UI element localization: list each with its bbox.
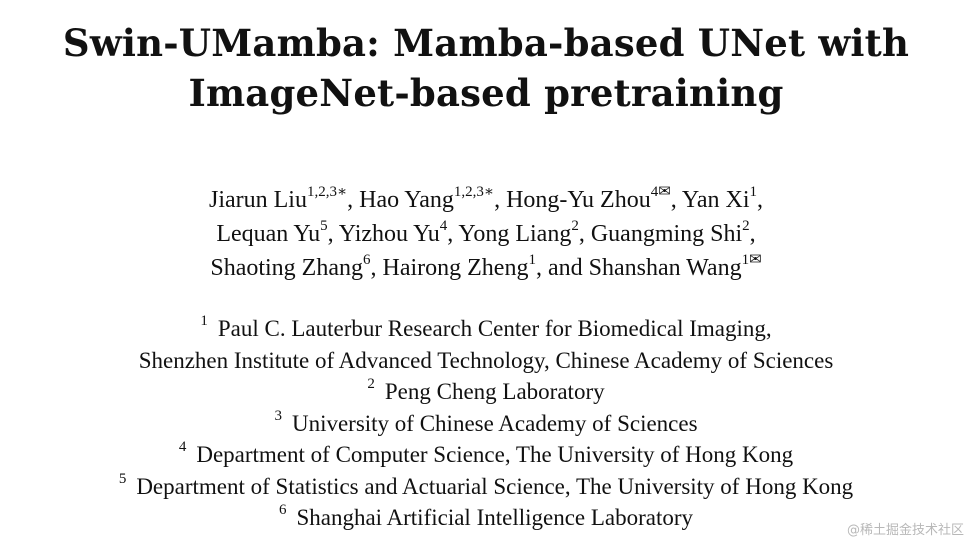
affiliation-text: Department of Statistics and Actuarial S… <box>136 473 854 499</box>
author: Hairong Zheng1, <box>382 252 548 282</box>
watermark: @稀土掘金技术社区 <box>846 523 964 538</box>
paper-title-line-2: ImageNet-based pretraining <box>188 71 784 115</box>
author-affiliation-marker: 4✉ <box>650 184 671 200</box>
author-separator: , <box>749 221 756 247</box>
author: Yan Xi1, <box>681 184 763 214</box>
author-affiliation-marker: 4 <box>439 218 448 234</box>
affiliation-text: Department of Computer Science, The Univ… <box>196 442 794 467</box>
paper-title-line-1: Swin-UMamba: Mamba-based UNet with <box>62 21 910 65</box>
author-affiliation-marker: 2 <box>742 218 750 234</box>
affiliation-number: 3 <box>274 407 282 424</box>
affiliation-number: 5 <box>118 470 127 487</box>
affiliation-line: Shenzhen Institute of Advanced Technolog… <box>0 345 972 377</box>
author-separator: , <box>535 255 548 281</box>
author-name: Yizhou Yu <box>338 221 440 247</box>
author-separator: , <box>757 187 763 213</box>
author: Hong-Yu Zhou4✉, <box>506 184 682 214</box>
affiliation-line: 5 Department of Statistics and Actuarial … <box>0 471 972 503</box>
affiliation-number: 2 <box>367 376 375 393</box>
author-name: Hong-Yu Zhou <box>506 187 651 213</box>
author-affiliation-marker: 2 <box>571 218 579 234</box>
affiliation-line: 4 Department of Computer Science, The Uni… <box>0 439 972 471</box>
author: Hao Yang1,2,3∗, <box>359 184 507 214</box>
author: Lequan Yu5, <box>216 218 339 248</box>
author: and Shanshan Wang1✉ <box>547 252 762 282</box>
author-affiliation-marker: 1✉ <box>741 252 762 268</box>
author-name: Shaoting Zhang <box>210 255 363 281</box>
affiliation-text: University of Chinese Academy of Science… <box>291 410 698 436</box>
author-separator: , <box>447 221 459 247</box>
author-affiliation-marker: 1,2,3∗ <box>306 184 348 200</box>
affiliation-line: 6 Shanghai Artificial Intelligence Labora… <box>0 502 972 534</box>
affiliation-number: 4 <box>178 439 187 456</box>
author: Jiarun Liu1,2,3∗, <box>208 184 360 214</box>
author-affiliation-marker: 1 <box>749 184 758 200</box>
affiliation-number: 6 <box>278 502 287 519</box>
affiliation-text: Peng Cheng Laboratory <box>384 379 605 404</box>
author-name: Hairong Zheng <box>382 255 529 281</box>
affiliation-number: 1 <box>200 313 208 330</box>
author-name: Lequan Yu <box>216 221 321 247</box>
affiliation-line: 1 Paul C. Lauterbur Research Center for B… <box>0 313 972 345</box>
author-affiliation-marker: 5 <box>320 218 328 234</box>
author-line: Lequan Yu5, Yizhou Yu4, Yong Liang2, Gua… <box>0 217 972 251</box>
author-separator: , <box>494 187 507 213</box>
author-affiliation-marker: 6 <box>363 252 371 268</box>
affiliation-list: 1 Paul C. Lauterbur Research Center for B… <box>0 313 972 534</box>
affiliation-text: Shenzhen Institute of Advanced Technolog… <box>138 347 834 373</box>
author-affiliation-marker: 1 <box>528 252 536 268</box>
affiliation-text: Paul C. Lauterbur Research Center for Bi… <box>217 316 772 341</box>
author-name: Hao Yang <box>359 187 454 213</box>
author-separator: , <box>670 187 682 213</box>
author-separator: , <box>347 187 360 213</box>
author-separator: , <box>370 255 383 281</box>
author-list: Jiarun Liu1,2,3∗, Hao Yang1,2,3∗, Hong-Y… <box>0 183 972 285</box>
affiliation-line: 3 University of Chinese Academy of Scienc… <box>0 408 972 440</box>
author-separator: , <box>578 221 591 247</box>
paper-title: Swin-UMamba: Mamba-based UNet with Image… <box>0 18 972 118</box>
author: Shaoting Zhang6, <box>210 252 383 282</box>
author: Yizhou Yu4, <box>338 218 459 248</box>
author-separator: , <box>327 221 339 247</box>
author: Guangming Shi2, <box>590 218 756 248</box>
affiliation-line: 2 Peng Cheng Laboratory <box>0 376 972 408</box>
author-line: Jiarun Liu1,2,3∗, Hao Yang1,2,3∗, Hong-Y… <box>0 183 972 217</box>
author-name: Yong Liang <box>458 221 572 247</box>
author-name: Yan Xi <box>681 187 750 213</box>
author-name: Jiarun Liu <box>208 187 307 213</box>
author-line: Shaoting Zhang6, Hairong Zheng1, and Sha… <box>0 251 972 285</box>
author-name: and Shanshan Wang <box>547 255 742 281</box>
affiliation-text: Shanghai Artificial Intelligence Laborat… <box>296 505 694 530</box>
author-name: Guangming Shi <box>590 221 743 247</box>
author-affiliation-marker: 1,2,3∗ <box>453 184 495 200</box>
author: Yong Liang2, <box>458 218 591 248</box>
